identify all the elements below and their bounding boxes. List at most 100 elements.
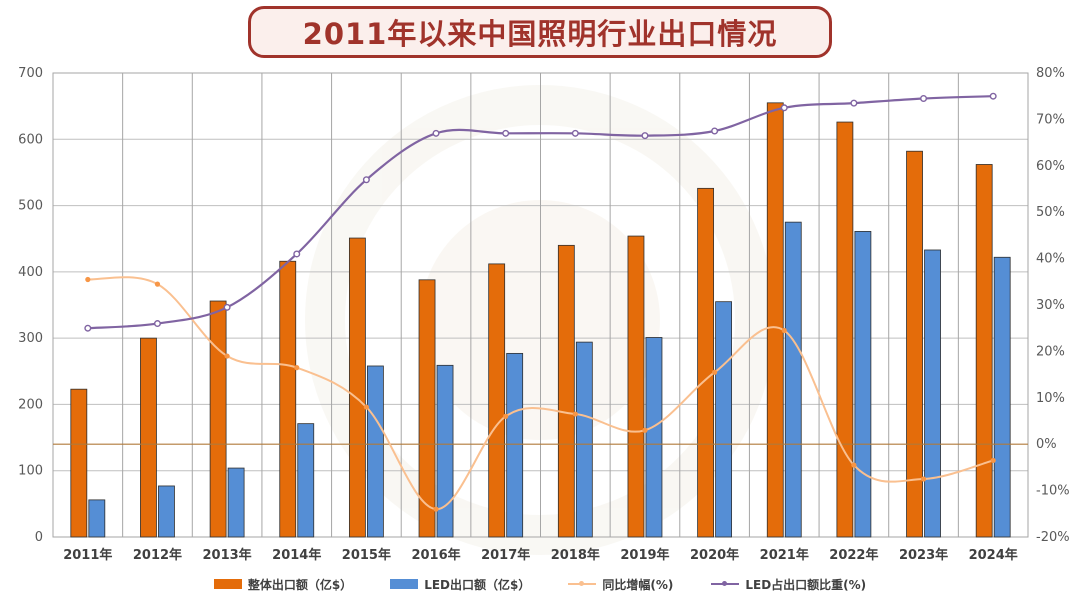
- point-led-share: [920, 95, 928, 103]
- x-tick-label: 2018年: [551, 547, 600, 563]
- legend-label-yoy-growth: 同比增幅(%): [602, 577, 674, 592]
- point-yoy-growth: [224, 353, 230, 359]
- bar-total-export: [766, 102, 784, 538]
- bar-led-export: [88, 499, 106, 538]
- x-tick-label: 2014年: [272, 547, 321, 563]
- y-left-tick-label: 700: [18, 66, 43, 81]
- point-led-share: [780, 104, 788, 112]
- y-left-tick-label: 100: [18, 464, 43, 479]
- legend-item-led-share: LED占出口额比重(%): [711, 576, 866, 593]
- legend-item-total-export: 整体出口额（亿$）: [213, 576, 353, 593]
- y-left-tick-label: 0: [35, 530, 43, 545]
- point-led-share: [711, 127, 719, 135]
- legend-label-total-export: 整体出口额（亿$）: [247, 577, 353, 592]
- y-left-tick-label: 200: [18, 397, 43, 412]
- x-tick-label: 2013年: [203, 547, 252, 563]
- x-tick-label: 2015年: [342, 547, 391, 563]
- point-led-share: [362, 176, 370, 184]
- bar-total-export: [140, 337, 157, 538]
- legend-label-led-share: LED占出口额比重(%): [745, 577, 867, 592]
- point-led-share: [850, 99, 858, 107]
- chart-title: 2011年以来中国照明行业出口情况: [302, 17, 778, 51]
- y-left-tick-label: 300: [18, 331, 43, 346]
- plot-frame: [52, 72, 1029, 538]
- legend-label-led-export: LED出口额（亿$）: [424, 577, 531, 592]
- x-tick-label: 2024年: [969, 547, 1018, 563]
- point-yoy-growth: [642, 427, 648, 433]
- point-yoy-growth: [572, 411, 578, 417]
- bar-total-export: [418, 279, 436, 538]
- legend-swatch-led-export: [390, 579, 419, 589]
- point-led-share: [641, 132, 649, 140]
- point-yoy-growth: [363, 404, 369, 410]
- bar-led-export: [506, 352, 524, 538]
- point-yoy-growth: [503, 413, 509, 419]
- x-tick-label: 2020年: [690, 547, 739, 563]
- point-led-share: [153, 320, 161, 328]
- bar-led-export: [645, 337, 663, 538]
- point-yoy-growth: [712, 369, 718, 375]
- bar-led-export: [924, 249, 941, 538]
- point-yoy-growth: [154, 281, 161, 287]
- point-yoy-growth: [85, 276, 91, 283]
- line-led-share: [87, 95, 994, 330]
- bar-total-export: [627, 235, 645, 538]
- bar-total-export: [906, 150, 923, 538]
- point-yoy-growth: [781, 327, 787, 334]
- y-right-tick-label: 20%: [1036, 344, 1065, 359]
- legend-swatch-yoy-growth: [568, 579, 597, 589]
- y-right-tick-label: 50%: [1036, 205, 1065, 220]
- chart-title-box: 2011年以来中国照明行业出口情况: [248, 6, 832, 58]
- x-tick-label: 2019年: [620, 547, 669, 563]
- x-tick-label: 2021年: [760, 547, 809, 563]
- y-right-tick-label: 30%: [1036, 298, 1065, 313]
- bar-total-export: [975, 164, 993, 538]
- bar-total-export: [488, 263, 506, 538]
- legend-swatch-total-export: [213, 579, 242, 589]
- y-right-tick-label: 70%: [1036, 112, 1065, 127]
- bar-total-export: [697, 187, 715, 538]
- y-right-tick-label: -10%: [1036, 484, 1070, 499]
- y-right-tick-label: 60%: [1036, 159, 1065, 174]
- x-tick-label: 2016年: [411, 547, 460, 563]
- x-tick-label: 2017年: [481, 547, 530, 563]
- bar-led-export: [227, 467, 245, 538]
- y-right-tick-label: 10%: [1036, 391, 1065, 406]
- y-right-tick-label: 40%: [1036, 252, 1065, 267]
- y-right-tick-label: -20%: [1036, 530, 1070, 545]
- y-right-tick-label: 0%: [1036, 437, 1057, 452]
- x-tick-label: 2023年: [899, 547, 948, 563]
- legend-swatch-led-share: [711, 579, 740, 589]
- point-led-share: [223, 303, 231, 311]
- y-left-tick-label: 500: [18, 199, 43, 214]
- legend: 整体出口额（亿$） LED出口额（亿$） 同比增幅(%) LED占出口额比重(%…: [0, 573, 1080, 595]
- point-yoy-growth: [990, 457, 996, 464]
- line-yoy-growth: [87, 276, 994, 511]
- y-left-tick-label: 400: [18, 265, 43, 280]
- bar-led-export: [366, 365, 384, 538]
- bar-led-export: [854, 231, 872, 538]
- bar-led-export: [715, 301, 733, 538]
- point-led-share: [293, 250, 301, 258]
- point-led-share: [989, 92, 997, 100]
- x-tick-label: 2022年: [829, 547, 878, 563]
- bar-total-export: [348, 237, 366, 538]
- bar-total-export: [557, 244, 575, 538]
- y-right-tick-label: 80%: [1036, 66, 1065, 81]
- point-yoy-growth: [294, 365, 300, 371]
- x-tick-label: 2012年: [133, 547, 182, 563]
- bar-total-export: [70, 388, 88, 538]
- bar-led-export: [436, 364, 454, 538]
- y-left-tick-label: 600: [18, 132, 43, 147]
- legend-item-led-export: LED出口额（亿$）: [390, 576, 530, 593]
- point-led-share: [84, 324, 92, 332]
- point-led-share: [432, 129, 440, 137]
- bar-led-export: [158, 485, 175, 538]
- point-yoy-growth: [920, 476, 927, 482]
- bar-total-export: [836, 121, 854, 538]
- bar-led-export: [575, 341, 593, 538]
- bar-led-export: [993, 256, 1011, 538]
- point-yoy-growth: [851, 462, 857, 468]
- bar-total-export: [279, 260, 297, 538]
